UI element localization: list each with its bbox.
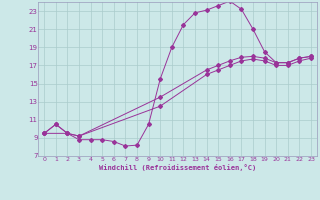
- X-axis label: Windchill (Refroidissement éolien,°C): Windchill (Refroidissement éolien,°C): [99, 164, 256, 171]
